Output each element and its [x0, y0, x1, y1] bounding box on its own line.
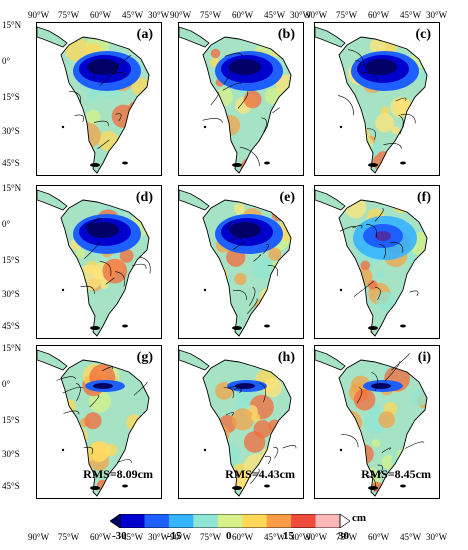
lon-label: 45°W: [400, 532, 422, 542]
lon-label: 45°W: [122, 10, 144, 20]
lon-label: 60°W: [368, 10, 390, 20]
colorbar-tick: -15: [167, 530, 182, 542]
panel-label: (b): [277, 27, 295, 42]
lon-label: 75°W: [336, 10, 358, 20]
lon-label: 90°W: [28, 532, 50, 542]
lon-label: 30°W: [426, 10, 448, 20]
lat-label: 15°S: [2, 92, 20, 102]
lat-label: 45°S: [2, 481, 20, 491]
panel-label: (h): [277, 350, 295, 365]
lon-label: 75°W: [58, 10, 80, 20]
lat-label: 0°: [2, 379, 11, 389]
lon-label: 75°W: [336, 532, 358, 542]
panel-label: (i): [417, 350, 431, 365]
lon-label: 45°W: [122, 532, 144, 542]
lon-label: 30°W: [148, 10, 170, 20]
map-panel-e: (e): [178, 185, 304, 339]
rms-label: RMS=4.43cm: [225, 467, 295, 481]
colorbar-tick: 0: [226, 530, 232, 542]
map-canvas: [179, 349, 297, 497]
colorbar-arrow-right: [339, 513, 351, 529]
lon-label: 75°W: [200, 532, 222, 542]
map-panel-h: (h) RMS=4.43cm: [178, 345, 304, 499]
lon-label: 60°W: [232, 10, 254, 20]
map-panel-d: (d): [36, 185, 162, 339]
lon-label: 60°W: [232, 532, 254, 542]
rms-label: RMS=8.45cm: [361, 467, 431, 481]
map-panel-g: (g) RMS=8.09cm: [36, 345, 162, 499]
panel-label: (e): [279, 190, 295, 205]
lon-label: 45°W: [400, 10, 422, 20]
colorbar-gradient: [109, 513, 351, 529]
lat-label: 15°N: [2, 343, 22, 353]
lon-label: 60°W: [368, 532, 390, 542]
lon-label: 30°W: [290, 532, 312, 542]
lat-label: 0°: [2, 219, 11, 229]
colorbar-unit: cm: [352, 512, 367, 524]
map-panel-i: (i) RMS=8.45cm: [314, 345, 440, 499]
lon-label: 30°W: [290, 10, 312, 20]
lat-label: 45°S: [2, 158, 20, 168]
colorbar-tick: 15: [283, 530, 294, 542]
map-panel-f: (f): [314, 185, 440, 339]
lon-label: 90°W: [306, 532, 328, 542]
colorbar-tick: 30: [338, 530, 349, 542]
panel-label: (a): [136, 27, 153, 42]
lon-label: 30°W: [426, 532, 448, 542]
lon-label: 75°W: [58, 532, 80, 542]
map-canvas: [179, 189, 292, 337]
colorbar-tick: -30: [112, 530, 127, 542]
map-canvas: [37, 349, 150, 497]
map-panel-c: (c): [314, 22, 440, 176]
map-panel-b: (b): [178, 22, 304, 176]
lon-label: 90°W: [170, 10, 192, 20]
map-canvas: [315, 189, 428, 337]
map-canvas: [37, 26, 150, 174]
lon-label: 60°W: [90, 10, 112, 20]
lon-label: 45°W: [264, 532, 286, 542]
lon-label: 90°W: [28, 10, 50, 20]
lat-label: 45°S: [2, 321, 20, 331]
lat-label: 0°: [2, 56, 11, 66]
lon-label: 75°W: [200, 10, 222, 20]
lat-label: 30°S: [2, 126, 20, 136]
map-panel-a: (a): [36, 22, 162, 176]
map-canvas: [315, 26, 428, 174]
map-canvas: [315, 349, 428, 497]
lat-label: 30°S: [2, 289, 20, 299]
lon-label: 90°W: [170, 532, 192, 542]
panel-label: (c): [415, 27, 431, 42]
map-canvas: [37, 189, 151, 337]
panel-label: (g): [136, 350, 153, 365]
panel-label: (d): [135, 190, 153, 205]
colorbar-arrow-left: [109, 513, 121, 529]
map-canvas: [179, 26, 292, 174]
lat-label: 15°N: [2, 20, 22, 30]
lat-label: 15°N: [2, 183, 22, 193]
lon-label: 30°W: [148, 532, 170, 542]
lon-label: 45°W: [264, 10, 286, 20]
rms-label: RMS=8.09cm: [83, 467, 153, 481]
lat-label: 15°S: [2, 415, 20, 425]
lat-label: 15°S: [2, 255, 20, 265]
lat-label: 30°S: [2, 449, 20, 459]
lon-label: 90°W: [306, 10, 328, 20]
panel-label: (f): [417, 190, 431, 205]
lon-label: 60°W: [90, 532, 112, 542]
